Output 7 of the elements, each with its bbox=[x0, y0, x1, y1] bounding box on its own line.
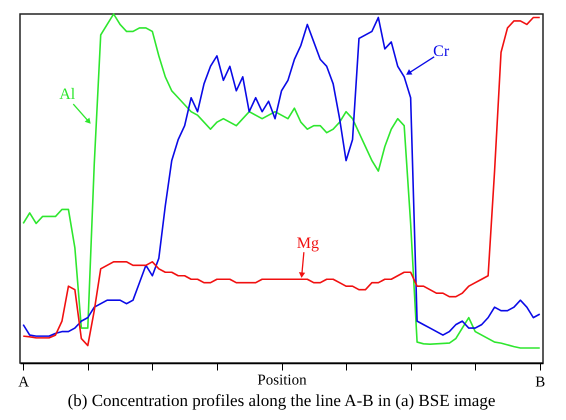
series-label: Mg bbox=[296, 235, 319, 252]
x-tick-label: B bbox=[535, 374, 546, 390]
text: (b) Concentration profiles along the line A-B in (a) BSE image bbox=[68, 391, 496, 410]
x-axis-title: Position bbox=[257, 372, 308, 388]
x-tick-label: A bbox=[18, 374, 30, 390]
series-label: Al bbox=[59, 86, 76, 104]
text: Cr bbox=[433, 42, 450, 60]
